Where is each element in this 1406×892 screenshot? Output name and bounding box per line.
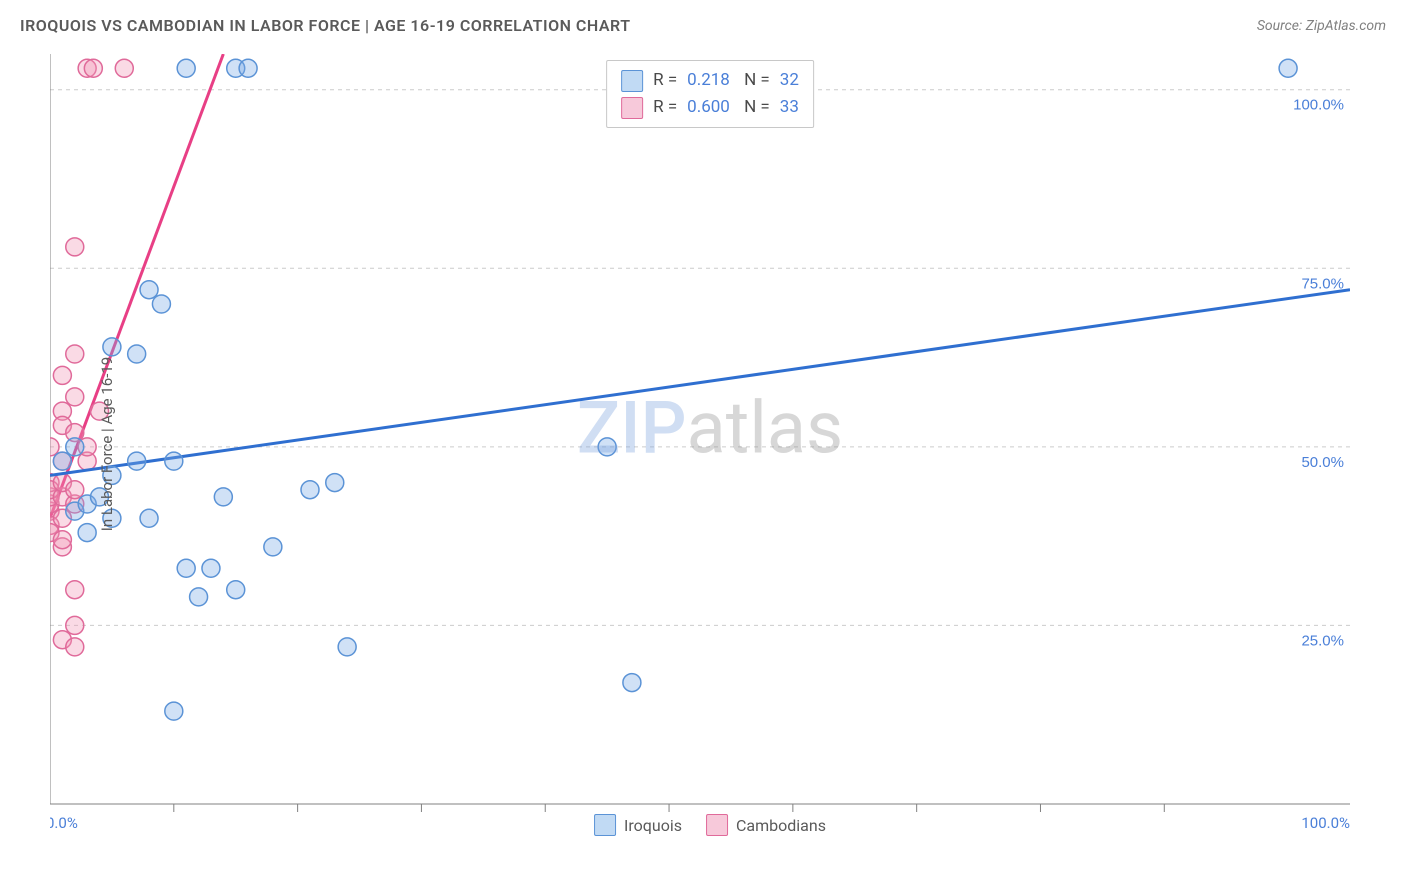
cambodians-swatch-icon [706, 814, 728, 836]
cambodians-swatch-icon [621, 97, 643, 119]
n-label: N = [740, 67, 770, 94]
legend-row-iroquois: R = 0.218 N = 32 [621, 67, 799, 94]
r-label: R = [653, 94, 677, 121]
svg-text:50.0%: 50.0% [1301, 454, 1344, 471]
r-label: R = [653, 67, 677, 94]
legend-label: Iroquois [624, 816, 682, 835]
svg-text:100.0%: 100.0% [1301, 814, 1350, 832]
y-axis-label: In Labor Force | Age 16-19 [98, 357, 116, 531]
svg-text:75.0%: 75.0% [1301, 275, 1344, 292]
series-legend: Iroquois Cambodians [594, 814, 826, 836]
iroquois-swatch-icon [621, 70, 643, 92]
n-value: 32 [780, 67, 799, 94]
chart-area: 25.0% 50.0% 75.0% 100.0% 0.0% 100.0% In Labor… [50, 54, 1370, 834]
source-label: Source: ZipAtlas.com [1257, 18, 1386, 34]
scatter-plot: 25.0% 50.0% 75.0% 100.0% 0.0% 100.0% [50, 54, 1370, 834]
correlation-legend: R = 0.218 N = 32 R = 0.600 N = 33 [606, 60, 814, 128]
legend-row-cambodians: R = 0.600 N = 33 [621, 94, 799, 121]
legend-label: Cambodians [736, 816, 826, 835]
r-value: 0.600 [687, 94, 730, 121]
n-value: 33 [780, 94, 799, 121]
legend-item-iroquois: Iroquois [594, 814, 682, 836]
chart-title: IROQUOIS VS CAMBODIAN IN LABOR FORCE | A… [20, 16, 631, 35]
svg-text:100.0%: 100.0% [1293, 97, 1344, 114]
svg-text:25.0%: 25.0% [1301, 632, 1344, 649]
legend-item-cambodians: Cambodians [706, 814, 826, 836]
iroquois-swatch-icon [594, 814, 616, 836]
r-value: 0.218 [687, 67, 730, 94]
chart-header: IROQUOIS VS CAMBODIAN IN LABOR FORCE | A… [20, 16, 1386, 35]
svg-text:0.0%: 0.0% [50, 814, 78, 832]
n-label: N = [740, 94, 770, 121]
